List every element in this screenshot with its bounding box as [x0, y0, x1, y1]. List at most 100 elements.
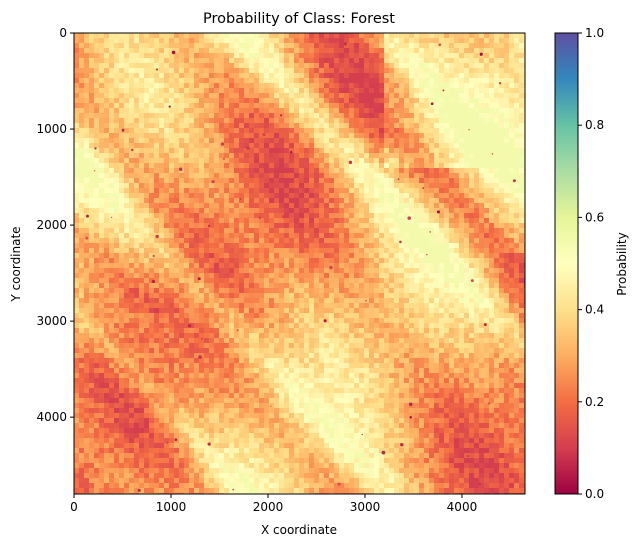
heatmap-cell [259, 293, 265, 299]
heatmap-cell [324, 288, 330, 294]
heatmap-cell [119, 283, 125, 289]
heatmap-cell [184, 93, 190, 99]
heatmap-cell [224, 243, 230, 249]
heatmap-cell [269, 73, 275, 79]
heatmap-cell [339, 283, 345, 289]
heatmap-cell [329, 118, 335, 124]
heatmap-cell [414, 98, 420, 104]
heatmap-cell [499, 253, 505, 259]
heatmap-cell [214, 178, 220, 184]
heatmap-cell [239, 118, 245, 124]
heatmap-cell [109, 208, 115, 214]
heatmap-cell [329, 168, 335, 174]
heatmap-cell [389, 223, 395, 229]
heatmap-cell [274, 163, 280, 169]
heatmap-cell [484, 238, 490, 244]
heatmap-cell [99, 183, 105, 189]
heatmap-cell [94, 198, 100, 204]
heatmap-cell [399, 123, 405, 129]
heatmap-cell [139, 283, 145, 289]
heatmap-cell [259, 243, 265, 249]
heatmap-cell [234, 98, 240, 104]
heatmap-cell [474, 203, 480, 209]
heatmap-cell [149, 123, 155, 129]
heatmap-cell [419, 98, 425, 104]
heatmap-cell [359, 108, 365, 114]
heatmap-cell [134, 38, 140, 44]
heatmap-cell [194, 53, 200, 59]
heatmap-cell [249, 228, 255, 234]
heatmap-cell [94, 63, 100, 69]
heatmap-cell [354, 273, 360, 279]
heatmap-cell [354, 248, 360, 254]
heatmap-cell [164, 98, 170, 104]
heatmap-cell [464, 223, 470, 229]
heatmap-cell [124, 48, 130, 54]
heatmap-cell [114, 278, 120, 284]
heatmap-cell [369, 103, 375, 109]
heatmap-cell [369, 238, 375, 244]
heatmap-cell [234, 188, 240, 194]
heatmap-cell [144, 183, 150, 189]
heatmap-cell [389, 118, 395, 124]
heatmap-cell [89, 263, 95, 269]
heatmap-cell [169, 103, 175, 109]
heatmap-cell [249, 53, 255, 59]
heatmap-cell [349, 138, 355, 144]
heatmap-cell [129, 153, 135, 159]
heatmap-cell [139, 118, 145, 124]
heatmap-cell [334, 38, 340, 44]
heatmap-cell [184, 173, 190, 179]
heatmap-cell [239, 183, 245, 189]
heatmap-cell [244, 248, 250, 254]
heatmap-cell [519, 68, 525, 74]
heatmap-cell [519, 113, 525, 119]
heatmap-cell [484, 198, 490, 204]
heatmap-cell [294, 48, 300, 54]
heatmap-cell [504, 143, 510, 149]
heatmap-cell [94, 303, 100, 309]
heatmap-cell [289, 273, 295, 279]
heatmap-cell [184, 78, 190, 84]
heatmap-cell [499, 288, 505, 294]
heatmap-cell [384, 43, 390, 49]
heatmap-cell [274, 208, 280, 214]
heatmap-cell [319, 163, 325, 169]
heatmap-cell [74, 233, 80, 239]
heatmap-cell [149, 278, 155, 284]
heatmap-cell [224, 253, 230, 259]
heatmap-cell [274, 153, 280, 159]
heatmap-cell [199, 263, 205, 269]
heatmap-cell [334, 163, 340, 169]
heatmap-cell [374, 293, 380, 299]
heatmap-cell [444, 258, 450, 264]
heatmap-cell [294, 293, 300, 299]
heatmap-cell [479, 263, 485, 269]
heatmap-cell [344, 53, 350, 59]
heatmap-cell [99, 88, 105, 94]
heatmap-cell [204, 38, 210, 44]
heatmap-cell [339, 258, 345, 264]
heatmap-cell [464, 133, 470, 139]
heatmap-cell [424, 48, 430, 54]
heatmap-cell [149, 53, 155, 59]
heatmap-cell [324, 283, 330, 289]
heatmap-cell [104, 113, 110, 119]
heatmap-cell [414, 58, 420, 64]
heatmap-cell [144, 298, 150, 304]
heatmap-cell [109, 178, 115, 184]
heatmap-cell [504, 83, 510, 89]
heatmap-cell [429, 243, 435, 249]
heatmap-cell [519, 248, 525, 254]
heatmap-cell [194, 163, 200, 169]
heatmap-cell [319, 178, 325, 184]
heatmap-cell [349, 253, 355, 259]
heatmap-cell [159, 188, 165, 194]
heatmap-cell [304, 278, 310, 284]
heatmap-cell [139, 63, 145, 69]
heatmap-cell [204, 113, 210, 119]
heatmap-cell [439, 83, 445, 89]
heatmap-cell [489, 63, 495, 69]
heatmap-cell [454, 223, 460, 229]
